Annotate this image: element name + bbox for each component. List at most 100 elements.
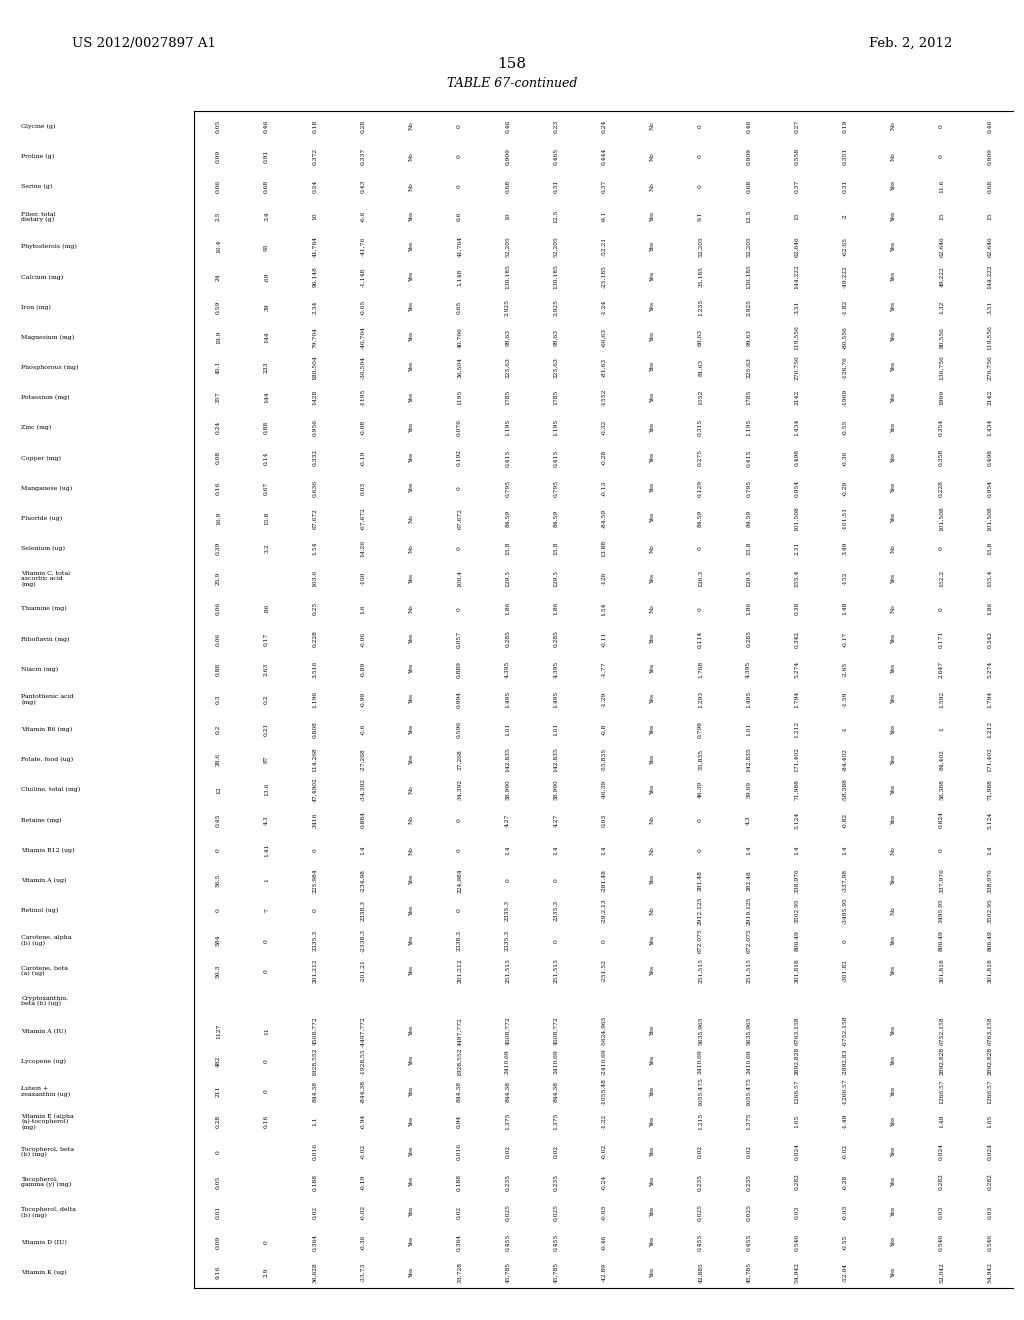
Text: 0.455: 0.455 [698, 1234, 702, 1251]
Text: 0.45: 0.45 [216, 813, 221, 826]
Text: 1552: 1552 [698, 389, 702, 405]
Text: -1552: -1552 [601, 389, 606, 407]
Text: 1.49: 1.49 [939, 1115, 944, 1129]
Text: 1.235: 1.235 [698, 298, 702, 315]
Text: 0: 0 [312, 849, 317, 851]
Text: Choline, total (mg): Choline, total (mg) [22, 787, 81, 792]
Text: -46.39: -46.39 [601, 780, 606, 800]
Text: 338,976: 338,976 [795, 869, 800, 892]
Text: -52.21: -52.21 [601, 238, 606, 256]
Text: -84.59: -84.59 [601, 508, 606, 528]
Text: Yes: Yes [409, 694, 414, 705]
Text: 5.124: 5.124 [795, 812, 800, 829]
Text: 81,63: 81,63 [698, 359, 702, 376]
Text: 52,205: 52,205 [505, 236, 510, 257]
Text: 52,205: 52,205 [698, 236, 702, 257]
Text: Feb. 2, 2012: Feb. 2, 2012 [869, 37, 952, 50]
Text: -4497,772: -4497,772 [360, 1016, 366, 1047]
Text: -0.11: -0.11 [601, 631, 606, 647]
Text: 0.415: 0.415 [553, 449, 558, 466]
Text: 0.285: 0.285 [746, 631, 752, 647]
Text: 1.6: 1.6 [360, 605, 366, 614]
Text: 58,388: 58,388 [939, 779, 944, 800]
Text: 15: 15 [939, 213, 944, 220]
Text: 15: 15 [795, 213, 800, 220]
Text: 0.994: 0.994 [457, 690, 462, 708]
Text: -67,672: -67,672 [360, 507, 366, 529]
Text: 67,672: 67,672 [312, 508, 317, 529]
Text: 100.4: 100.4 [457, 570, 462, 587]
Text: -60,63: -60,63 [601, 327, 606, 347]
Text: No: No [409, 152, 414, 161]
Text: 0: 0 [505, 878, 510, 882]
Text: Vitamin C, total
ascorbic acid
(mg): Vitamin C, total ascorbic acid (mg) [22, 570, 71, 586]
Text: 0.23: 0.23 [553, 119, 558, 132]
Text: 36,504: 36,504 [457, 356, 462, 378]
Text: 2335.3: 2335.3 [505, 900, 510, 921]
Text: -1.24: -1.24 [601, 300, 606, 314]
Text: 1127: 1127 [216, 1023, 221, 1039]
Text: 2335.3: 2335.3 [312, 931, 317, 952]
Text: 0.889: 0.889 [457, 661, 462, 677]
Text: 1055.475: 1055.475 [698, 1077, 702, 1106]
Text: 0.28: 0.28 [216, 1115, 221, 1129]
Text: 270,756: 270,756 [987, 355, 992, 380]
Text: 282.48: 282.48 [746, 870, 752, 891]
Text: -0.46: -0.46 [601, 1234, 606, 1250]
Text: 10: 10 [505, 213, 510, 220]
Text: Yes: Yes [650, 1086, 654, 1097]
Text: 0.465: 0.465 [553, 148, 558, 165]
Text: Yes: Yes [650, 392, 654, 403]
Text: 0.455: 0.455 [505, 1234, 510, 1251]
Text: 129.5: 129.5 [553, 570, 558, 587]
Text: 0.025: 0.025 [505, 1204, 510, 1221]
Text: 0.795: 0.795 [553, 479, 558, 496]
Text: 33,728: 33,728 [457, 1262, 462, 1283]
Text: Yes: Yes [891, 392, 896, 403]
Text: 13.88: 13.88 [601, 540, 606, 557]
Text: -0.99: -0.99 [360, 692, 366, 706]
Text: 0.596: 0.596 [457, 721, 462, 738]
Text: -6.6: -6.6 [360, 211, 366, 222]
Text: 0: 0 [216, 849, 221, 851]
Text: 0.076: 0.076 [457, 420, 462, 436]
Text: Yes: Yes [409, 422, 414, 433]
Text: 3.516: 3.516 [312, 660, 317, 677]
Text: 119,556: 119,556 [795, 325, 800, 350]
Text: 0: 0 [264, 1241, 269, 1245]
Text: 2410.69: 2410.69 [505, 1049, 510, 1073]
Text: 0.364: 0.364 [312, 1234, 317, 1251]
Text: Yes: Yes [650, 875, 654, 886]
Text: Yes: Yes [409, 242, 414, 252]
Text: 0: 0 [698, 818, 702, 822]
Text: Vitamin K (ug): Vitamin K (ug) [22, 1270, 68, 1275]
Text: 0.228: 0.228 [939, 479, 944, 496]
Text: Yes: Yes [891, 784, 896, 795]
Text: 1.01: 1.01 [746, 723, 752, 737]
Text: 96,148: 96,148 [312, 267, 317, 288]
Text: 15.8: 15.8 [505, 541, 510, 556]
Text: -0.17: -0.17 [843, 631, 848, 647]
Text: Yes: Yes [409, 875, 414, 886]
Text: -62.65: -62.65 [843, 238, 848, 256]
Text: No: No [891, 544, 896, 553]
Text: 1.495: 1.495 [746, 690, 752, 708]
Text: 130,185: 130,185 [746, 264, 752, 289]
Text: 130,185: 130,185 [553, 264, 558, 289]
Text: Yes: Yes [650, 1237, 654, 1247]
Text: 34,392: 34,392 [457, 779, 462, 800]
Text: -40,704: -40,704 [360, 326, 366, 348]
Text: 0.025: 0.025 [553, 1204, 558, 1221]
Text: 0.285: 0.285 [553, 631, 558, 647]
Text: 0.46: 0.46 [746, 119, 752, 132]
Text: -251.52: -251.52 [601, 960, 606, 982]
Text: 101,508: 101,508 [987, 506, 992, 531]
Text: 28.6: 28.6 [216, 754, 221, 766]
Text: Yes: Yes [891, 1026, 896, 1036]
Text: 0.31: 0.31 [843, 180, 848, 193]
Text: -844.38: -844.38 [360, 1080, 366, 1104]
Text: -1.77: -1.77 [601, 661, 606, 677]
Text: 0.337: 0.337 [360, 148, 366, 165]
Text: 0: 0 [457, 607, 462, 611]
Text: -2: -2 [843, 214, 848, 219]
